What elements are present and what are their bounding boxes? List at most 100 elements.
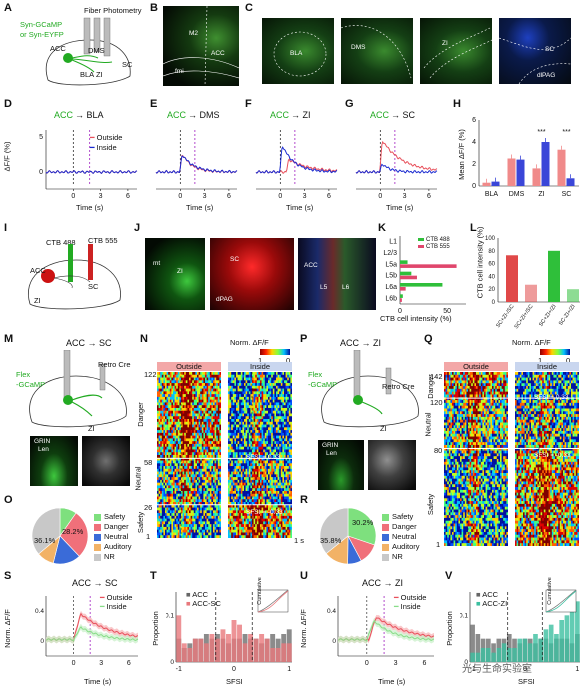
heatmap-cell: [216, 449, 219, 453]
heatmap-cell: [158, 507, 161, 511]
heatmap-cell: [187, 463, 190, 467]
heatmap-cell: [179, 482, 182, 486]
heatmap-cell: [201, 504, 204, 508]
heatmap-cell: [272, 394, 275, 398]
heatmap-cell: [185, 535, 188, 539]
heatmap-cell: [179, 457, 182, 461]
heatmap-cell: [216, 535, 219, 539]
heatmap-cell: [219, 421, 222, 425]
heatmap-cell: [285, 405, 288, 409]
heatmap-cell: [203, 529, 206, 533]
heatmap-cell: [211, 438, 214, 442]
heatmap-cell: [216, 499, 219, 503]
heatmap-cell: [190, 452, 193, 456]
heatmap-cell: [163, 396, 166, 400]
heatmap-cell: [216, 374, 219, 378]
y-tick-label: 0: [492, 300, 496, 306]
heatmap-cell: [261, 499, 264, 503]
heatmap-cell: [197, 374, 199, 378]
heatmap-cell: [201, 507, 204, 511]
heatmap-cell: [185, 471, 188, 475]
heatmap-cell: [213, 524, 215, 528]
heatmap-cell: [208, 394, 211, 398]
retro-cre-label-m: Retro Cre: [98, 360, 131, 369]
heatmap-cell: [185, 521, 188, 525]
heatmap-cell: [158, 468, 161, 472]
heatmap-cell: [274, 374, 277, 378]
heatmap-cell: [261, 471, 264, 475]
heatmap-cell: [217, 438, 220, 442]
heatmap-cell: [165, 460, 167, 464]
heatmap-cell: [195, 460, 198, 464]
heatmap-cell: [176, 407, 179, 412]
heatmap-cell: [184, 405, 187, 409]
heatmap-cell: [198, 532, 201, 536]
heatmap-cell: [195, 455, 198, 459]
heatmap-cell: [247, 471, 250, 475]
heatmap-cell: [234, 479, 237, 483]
heatmap-cell: [157, 413, 159, 417]
heatmap-cell: [184, 490, 187, 495]
heatmap-cell: [161, 430, 164, 434]
heatmap-cell: [171, 419, 174, 423]
heatmap-cell: [190, 471, 193, 475]
heatmap-cell: [190, 396, 193, 400]
heatmap-cell: [192, 490, 195, 495]
heatmap-cell: [287, 474, 290, 478]
heatmap-cell: [229, 383, 232, 387]
heatmap-cell: [288, 419, 291, 423]
heatmap-cell: [161, 499, 164, 503]
heatmap-cell: [165, 485, 167, 489]
heatmap-cell: [266, 383, 269, 387]
heatmap-cell: [266, 441, 269, 445]
panel-label-g: G: [345, 98, 354, 110]
heatmap-cell: [200, 410, 203, 414]
heatmap-cell: [242, 499, 245, 503]
heatmap-cell: [203, 510, 206, 514]
heatmap-cell: [276, 407, 278, 412]
heatmap-cell: [195, 477, 198, 481]
heatmap-cell: [261, 532, 264, 536]
heatmap-cell: [160, 471, 163, 475]
heatmap-cell: [182, 372, 185, 376]
heatmap-cell: [165, 504, 167, 508]
heatmap-cell: [174, 438, 177, 442]
heatmap-cell: [247, 452, 250, 456]
heatmap-cell: [268, 424, 270, 428]
heatmap-cell: [165, 474, 167, 478]
heatmap-cell: [232, 396, 235, 400]
heatmap-cell: [158, 521, 161, 525]
heatmap-cell: [263, 446, 266, 450]
heatmap-cell: [244, 430, 246, 434]
heatmap-cell: [209, 468, 212, 472]
heatmap-cell: [247, 535, 250, 539]
heatmap-cell: [253, 413, 256, 417]
heatmap-cell: [231, 391, 234, 395]
heatmap-cell: [177, 468, 180, 472]
heatmap-cell: [203, 463, 206, 467]
heatmap-cell: [250, 532, 253, 536]
heatmap-cell: [264, 504, 267, 508]
heatmap-cell: [208, 421, 211, 425]
heatmap-cell: [287, 515, 290, 519]
heatmap-cell: [166, 526, 169, 530]
heatmap-cell: [158, 513, 161, 517]
heatmap-cell: [274, 427, 277, 431]
heatmap-cell: [255, 419, 258, 423]
heatmap-cell: [219, 449, 222, 453]
heatmap-cell: [276, 466, 278, 470]
heatmap-cell: [187, 504, 190, 508]
heatmap-cell: [200, 515, 203, 519]
heatmap-cell: [252, 391, 254, 395]
heatmap-cell: [190, 490, 193, 495]
heatmap-cell: [189, 430, 191, 434]
heatmap-cell: [187, 518, 190, 522]
heatmap-cell: [195, 399, 198, 403]
heatmap-cell: [197, 482, 199, 486]
heatmap-cell: [260, 513, 262, 517]
heatmap-cell: [250, 441, 253, 445]
heatmap-cell: [192, 526, 195, 530]
heatmap-cell: [240, 452, 243, 456]
heatmap-cell: [168, 502, 171, 506]
heatmap-cell: [252, 532, 254, 536]
